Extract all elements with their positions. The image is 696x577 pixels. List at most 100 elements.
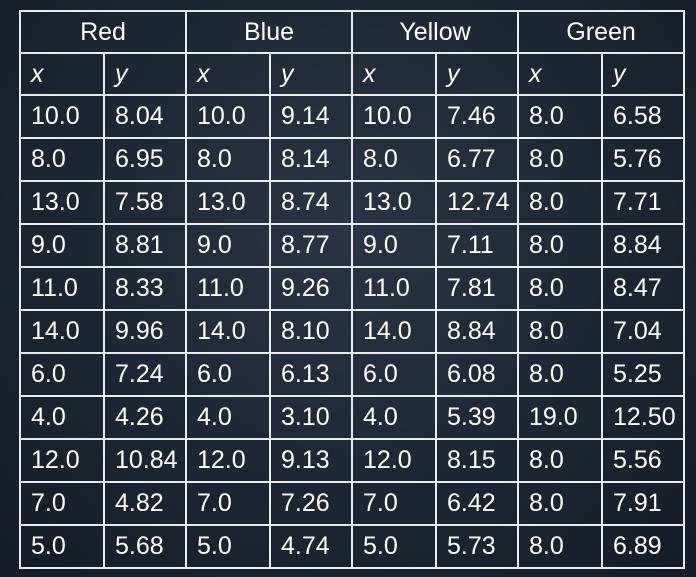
cell-blue-y: 3.10	[268, 395, 354, 440]
cell-yellow-y: 7.11	[435, 223, 520, 268]
data-table-container: Red Blue Yellow Green x y x y x y x y 10…	[19, 10, 686, 569]
cell-green-x: 8.0	[517, 309, 604, 354]
cell-red-y: 10.84	[103, 438, 187, 483]
cell-yellow-x: 12.0	[351, 438, 438, 483]
cell-red-x: 6.0	[19, 352, 105, 397]
table-row: 6.0 7.24 6.0 6.13 6.0 6.08 8.0 5.25	[19, 352, 686, 397]
cell-green-y: 7.91	[601, 481, 686, 526]
cell-yellow-y: 12.74	[435, 180, 520, 225]
cell-blue-x: 5.0	[185, 524, 271, 569]
cell-red-x: 5.0	[19, 524, 105, 569]
cell-blue-y: 8.74	[268, 180, 354, 225]
cell-red-x: 14.0	[19, 309, 105, 354]
cell-green-x: 8.0	[517, 524, 604, 569]
cell-yellow-y: 8.15	[435, 438, 520, 483]
cell-yellow-y: 7.46	[435, 94, 520, 139]
cell-red-y: 5.68	[103, 524, 187, 569]
cell-green-x: 8.0	[517, 438, 604, 483]
table-row: 12.0 10.84 12.0 9.13 12.0 8.15 8.0 5.56	[19, 438, 686, 483]
axis-header-x: x	[517, 52, 604, 96]
cell-yellow-y: 5.39	[435, 395, 520, 440]
cell-yellow-x: 11.0	[351, 266, 438, 311]
group-header-green: Green	[517, 10, 686, 54]
cell-red-x: 13.0	[19, 180, 105, 225]
axis-header-x: x	[351, 52, 438, 96]
cell-blue-y: 6.13	[268, 352, 354, 397]
cell-blue-x: 6.0	[185, 352, 271, 397]
table-row: 8.0 6.95 8.0 8.14 8.0 6.77 8.0 5.76	[19, 137, 686, 182]
cell-blue-x: 12.0	[185, 438, 271, 483]
cell-red-x: 4.0	[19, 395, 105, 440]
axis-header-row: x y x y x y x y	[19, 52, 686, 96]
cell-yellow-x: 5.0	[351, 524, 438, 569]
table-row: 10.0 8.04 10.0 9.14 10.0 7.46 8.0 6.58	[19, 94, 686, 139]
table-body: 10.0 8.04 10.0 9.14 10.0 7.46 8.0 6.58 8.0 6.95 8.…	[19, 94, 686, 569]
cell-yellow-y: 6.08	[435, 352, 520, 397]
cell-blue-x: 4.0	[185, 395, 271, 440]
cell-yellow-x: 6.0	[351, 352, 438, 397]
cell-green-y: 8.47	[601, 266, 686, 311]
table-row: 13.0 7.58 13.0 8.74 13.0 12.74 8.0 7.71	[19, 180, 686, 225]
group-header-row: Red Blue Yellow Green	[19, 10, 686, 54]
cell-blue-y: 8.10	[268, 309, 354, 354]
cell-blue-x: 8.0	[185, 137, 271, 182]
cell-red-y: 6.95	[103, 137, 187, 182]
cell-blue-x: 9.0	[185, 223, 271, 268]
cell-red-y: 8.04	[103, 94, 187, 139]
data-table: Red Blue Yellow Green x y x y x y x y 10…	[19, 10, 686, 569]
cell-yellow-y: 6.42	[435, 481, 520, 526]
cell-red-y: 4.26	[103, 395, 187, 440]
cell-blue-y: 9.13	[268, 438, 354, 483]
cell-yellow-x: 7.0	[351, 481, 438, 526]
cell-green-y: 12.50	[601, 395, 686, 440]
cell-red-x: 7.0	[19, 481, 105, 526]
group-header-yellow: Yellow	[351, 10, 520, 54]
cell-blue-y: 7.26	[268, 481, 354, 526]
cell-green-y: 6.58	[601, 94, 686, 139]
cell-green-y: 5.76	[601, 137, 686, 182]
cell-green-y: 5.25	[601, 352, 686, 397]
cell-red-y: 4.82	[103, 481, 187, 526]
cell-blue-y: 9.26	[268, 266, 354, 311]
cell-blue-y: 8.14	[268, 137, 354, 182]
cell-red-x: 10.0	[19, 94, 105, 139]
cell-red-y: 8.33	[103, 266, 187, 311]
axis-header-y: y	[601, 52, 686, 96]
table-row: 4.0 4.26 4.0 3.10 4.0 5.39 19.0 12.50	[19, 395, 686, 440]
cell-green-x: 19.0	[517, 395, 604, 440]
table-row: 14.0 9.96 14.0 8.10 14.0 8.84 8.0 7.04	[19, 309, 686, 354]
axis-header-y: y	[268, 52, 354, 96]
axis-header-y: y	[103, 52, 187, 96]
cell-red-y: 8.81	[103, 223, 187, 268]
cell-green-y: 6.89	[601, 524, 686, 569]
cell-red-x: 12.0	[19, 438, 105, 483]
cell-yellow-y: 8.84	[435, 309, 520, 354]
cell-green-x: 8.0	[517, 266, 604, 311]
cell-yellow-x: 4.0	[351, 395, 438, 440]
cell-green-y: 7.04	[601, 309, 686, 354]
cell-red-y: 9.96	[103, 309, 187, 354]
cell-blue-x: 13.0	[185, 180, 271, 225]
cell-green-x: 8.0	[517, 481, 604, 526]
cell-green-x: 8.0	[517, 94, 604, 139]
cell-yellow-y: 6.77	[435, 137, 520, 182]
cell-red-y: 7.24	[103, 352, 187, 397]
cell-green-x: 8.0	[517, 352, 604, 397]
cell-green-x: 8.0	[517, 223, 604, 268]
table-row: 9.0 8.81 9.0 8.77 9.0 7.11 8.0 8.84	[19, 223, 686, 268]
cell-red-y: 7.58	[103, 180, 187, 225]
cell-red-x: 11.0	[19, 266, 105, 311]
cell-blue-y: 9.14	[268, 94, 354, 139]
cell-yellow-x: 10.0	[351, 94, 438, 139]
cell-green-x: 8.0	[517, 137, 604, 182]
cell-yellow-x: 14.0	[351, 309, 438, 354]
group-header-red: Red	[19, 10, 187, 54]
cell-yellow-y: 5.73	[435, 524, 520, 569]
group-header-blue: Blue	[184, 10, 354, 54]
cell-blue-y: 8.77	[268, 223, 354, 268]
cell-blue-x: 14.0	[185, 309, 271, 354]
axis-header-x: x	[19, 52, 105, 96]
cell-yellow-y: 7.81	[435, 266, 520, 311]
axis-header-x: x	[185, 52, 271, 96]
cell-red-x: 9.0	[19, 223, 105, 268]
